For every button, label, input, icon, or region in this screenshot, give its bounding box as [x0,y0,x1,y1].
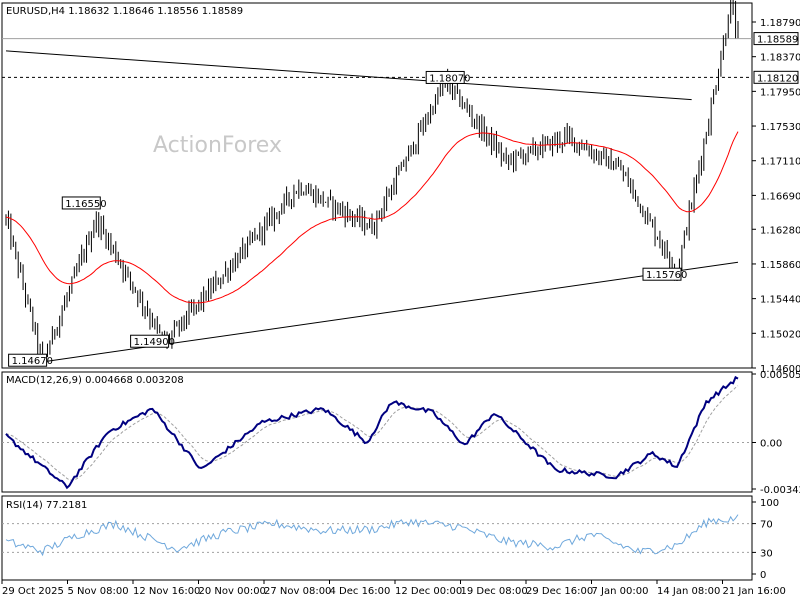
x-tick-label: 12 Dec 00:00 [395,586,462,597]
level-price-tag: 1.18120 [757,73,798,84]
annotation-box [425,70,465,84]
x-tick-label: 12 Nov 16:00 [133,586,200,597]
annotation-box [8,353,48,367]
rsi-y-tick-label: 0 [760,570,766,581]
macd-line [5,375,739,490]
price-y-tick-label: 1.17530 [760,122,800,133]
x-tick-label: 19 Dec 08:00 [461,586,528,597]
annotation-label: 1.18070 [429,73,470,84]
macd-panel-frame [1,371,753,493]
x-tick-label: 29 Oct 2025 [2,586,64,597]
price-y-tick-label: 1.15020 [760,329,800,340]
rsi-panel-frame [1,495,753,581]
annotation-label: 1.14670 [12,356,53,367]
macd-y-tick-label: -0.003429 [760,485,800,496]
annotation-box [130,334,170,348]
price-y-tick-label: 1.18370 [760,53,800,64]
price-title: EURUSD,H4 1.18632 1.18646 1.18556 1.1858… [6,6,243,17]
rsi-y-tick-label: 100 [760,498,779,509]
current-price-tag-bg [753,32,799,46]
price-y-tick-label: 1.16280 [760,225,800,236]
price-y-tick-label: 1.17110 [760,157,800,168]
annotation-label: 1.14900 [134,337,175,348]
rsi-y-tick-label: 70 [760,520,773,531]
x-tick-label: 7 Jan 00:00 [592,586,649,597]
price-y-tick-label: 1.16690 [760,191,800,202]
annotation-label: 1.16550 [65,199,106,210]
watermark-text: ActionForex [153,133,282,158]
current-price-tag: 1.18589 [757,35,798,46]
price-y-tick-label: 1.14600 [760,364,800,375]
annotation-box [61,196,101,210]
annotation-box [642,267,682,281]
rsi-y-tick-label: 30 [760,548,773,559]
upper-trendline [5,50,692,101]
x-tick-label: 4 Dec 16:00 [330,586,391,597]
moving-average-line [5,131,739,304]
price-panel-frame [1,2,753,369]
price-y-tick-label: 1.17950 [760,87,800,98]
price-y-tick-label: 1.18790 [760,18,800,29]
rsi-line [5,514,739,557]
macd-signal-line [5,385,739,481]
x-tick-label: 14 Jan 08:00 [657,586,720,597]
x-tick-label: 21 Jan 16:00 [723,586,786,597]
level-price-tag-bg [753,70,799,84]
x-tick-label: 29 Dec 16:00 [526,586,593,597]
price-y-tick-label: 1.15860 [760,260,800,271]
macd-title: MACD(12,26,9) 0.004668 0.003208 [6,375,184,386]
macd-y-tick-label: 0.005053 [760,370,800,381]
x-tick-label: 5 Nov 08:00 [68,586,129,597]
annotation-label: 1.15760 [646,270,687,281]
x-tick-label: 27 Nov 08:00 [264,586,331,597]
price-y-tick-label: 1.15440 [760,295,800,306]
macd-y-tick-label: 0.00 [760,439,782,450]
rsi-title: RSI(14) 77.2181 [6,500,87,511]
x-tick-label: 20 Nov 00:00 [199,586,266,597]
